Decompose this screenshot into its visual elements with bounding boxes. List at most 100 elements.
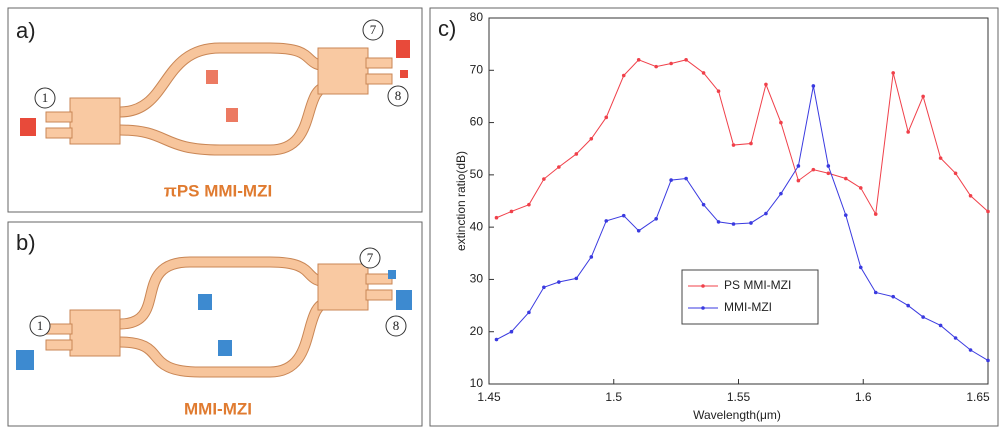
port-label: 8 bbox=[393, 318, 400, 333]
port-label: 7 bbox=[367, 250, 374, 265]
data-point bbox=[749, 141, 753, 146]
data-point bbox=[873, 212, 878, 216]
y-tick-label: 20 bbox=[470, 324, 484, 338]
data-point bbox=[716, 220, 721, 224]
legend-marker bbox=[701, 284, 705, 288]
series-line bbox=[496, 59, 989, 219]
port-stub bbox=[365, 289, 393, 301]
y-tick-label: 30 bbox=[470, 272, 484, 286]
x-tick-label: 1.6 bbox=[855, 390, 872, 404]
y-axis-label: extinction ratio(dB) bbox=[454, 151, 468, 251]
port-stub bbox=[45, 339, 73, 351]
port-stub bbox=[45, 111, 73, 123]
y-tick-label: 50 bbox=[470, 167, 484, 181]
data-point bbox=[509, 209, 514, 214]
data-point bbox=[749, 221, 753, 225]
data-point bbox=[873, 290, 878, 295]
y-tick-label: 70 bbox=[470, 62, 484, 76]
data-point bbox=[938, 323, 943, 328]
x-tick-label: 1.5 bbox=[605, 390, 622, 404]
mmi bbox=[69, 97, 121, 145]
data-point bbox=[542, 285, 546, 290]
data-point bbox=[921, 315, 925, 319]
field-icon bbox=[206, 70, 218, 84]
output-icon bbox=[388, 270, 396, 279]
data-point bbox=[604, 115, 609, 120]
data-point bbox=[716, 89, 721, 93]
data-point bbox=[826, 171, 831, 176]
data-point bbox=[654, 216, 658, 221]
source-icon bbox=[20, 118, 36, 136]
data-point bbox=[826, 164, 831, 168]
panel-label: c) bbox=[438, 16, 456, 41]
data-point bbox=[986, 209, 990, 214]
data-point bbox=[604, 219, 609, 223]
data-point bbox=[953, 336, 958, 340]
mmi bbox=[69, 309, 121, 357]
data-point bbox=[684, 176, 688, 181]
y-tick-label: 80 bbox=[470, 10, 484, 24]
data-point bbox=[906, 303, 910, 308]
legend-box bbox=[681, 269, 819, 325]
data-point bbox=[764, 211, 768, 216]
series-line bbox=[496, 85, 989, 361]
field-icon bbox=[226, 108, 238, 122]
port-circle bbox=[387, 85, 409, 107]
source-icon bbox=[16, 350, 34, 370]
data-point bbox=[621, 73, 626, 78]
data-point bbox=[921, 94, 925, 99]
panel-caption: MMI-MZI bbox=[184, 399, 252, 418]
data-point bbox=[621, 213, 626, 218]
waveguide bbox=[115, 43, 335, 155]
port-circle bbox=[359, 247, 381, 269]
mmi bbox=[317, 47, 369, 95]
panel-b: b) 1 7 8 MMI-MZI bbox=[7, 221, 423, 427]
data-point bbox=[968, 348, 973, 352]
y-tick-label: 60 bbox=[470, 115, 484, 129]
port-label: 8 bbox=[395, 88, 402, 103]
data-point bbox=[843, 176, 848, 181]
port-stub bbox=[365, 73, 393, 85]
port-stub bbox=[45, 127, 73, 139]
data-point bbox=[858, 265, 863, 270]
plot-frame bbox=[488, 17, 989, 385]
panel-caption: πPS MMI-MZI bbox=[164, 181, 272, 200]
data-point bbox=[953, 171, 958, 176]
data-point bbox=[494, 337, 499, 342]
output-icon bbox=[396, 40, 410, 58]
y-tick-label: 10 bbox=[470, 376, 484, 390]
output-icon bbox=[400, 70, 408, 78]
data-point bbox=[494, 215, 499, 220]
data-point bbox=[796, 178, 801, 183]
port-circle bbox=[29, 315, 51, 337]
legend-label: MMI-MZI bbox=[724, 300, 772, 314]
data-point bbox=[542, 177, 546, 181]
port-circle bbox=[34, 87, 56, 109]
panel-label: a) bbox=[16, 18, 36, 43]
data-point bbox=[636, 58, 641, 62]
data-point bbox=[731, 143, 736, 147]
port-label: 1 bbox=[42, 90, 49, 105]
port-circle bbox=[362, 19, 384, 41]
data-point bbox=[968, 193, 973, 198]
data-point bbox=[986, 358, 990, 363]
data-point bbox=[891, 71, 895, 75]
data-point bbox=[669, 61, 673, 66]
data-point bbox=[731, 222, 736, 226]
data-point bbox=[764, 82, 768, 87]
data-point bbox=[574, 276, 579, 281]
data-point bbox=[811, 167, 816, 172]
data-point bbox=[858, 186, 863, 190]
data-point bbox=[843, 213, 848, 217]
port-label: 7 bbox=[370, 22, 377, 37]
panel-label: b) bbox=[16, 230, 36, 255]
port-stub bbox=[365, 57, 393, 69]
mmi bbox=[317, 263, 369, 311]
data-point bbox=[891, 294, 895, 299]
data-point bbox=[589, 136, 594, 141]
data-point bbox=[811, 84, 816, 88]
output-icon bbox=[396, 290, 412, 310]
panel-a: a) 1 7 8 πPS MMI-MZI bbox=[7, 7, 423, 213]
x-tick-label: 1.65 bbox=[966, 390, 990, 404]
x-tick-label: 1.45 bbox=[477, 390, 501, 404]
